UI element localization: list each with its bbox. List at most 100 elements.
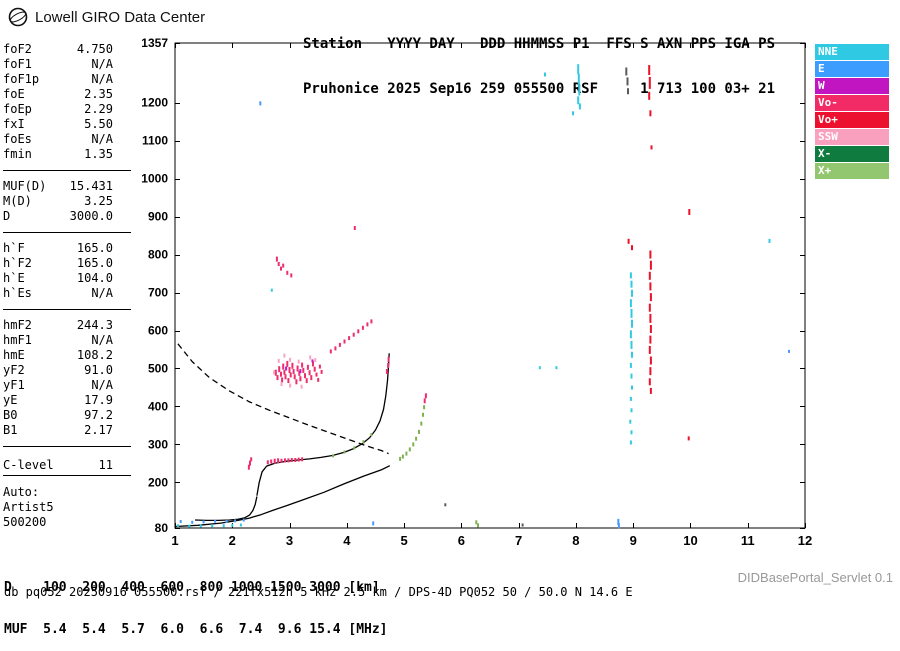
echo-point [687, 436, 690, 441]
echo-point [231, 523, 234, 527]
echo-point [259, 101, 262, 106]
echo-point [294, 458, 297, 462]
param-row-hes: h`Es N/A [3, 286, 131, 301]
y-tick-label: 400 [148, 399, 168, 413]
echo-point [306, 364, 309, 370]
param-row-fof2: foF2 4.750 [3, 42, 131, 57]
param-label: B0 [3, 408, 18, 422]
legend-item-ssw: SSW [815, 129, 889, 145]
legend-item-voplus: Vo+ [815, 112, 889, 128]
param-value: 15.431 [69, 179, 113, 193]
param-value: 165.0 [76, 256, 113, 270]
echo-point [191, 520, 194, 524]
echo-point [578, 85, 581, 96]
muf-row: MUF 5.4 5.4 5.7 6.0 6.6 7.4 9.6 15.4 [MH… [4, 622, 388, 637]
y-tick-label: 500 [148, 361, 168, 375]
param-row-hmf2: hmF2 244.3 [3, 318, 131, 333]
echo-point [387, 356, 390, 362]
param-group-4: C-level 11 [3, 446, 131, 476]
param-row-fmin: fmin 1.35 [3, 147, 131, 162]
param-row-b0: B0 97.2 [3, 408, 131, 423]
echo-point [277, 262, 280, 266]
echo-point [768, 238, 771, 243]
param-value: 3.25 [84, 194, 113, 208]
param-row-clevel: C-level 11 [3, 458, 131, 473]
param-label: fmin [3, 147, 32, 161]
echo-point [353, 446, 356, 450]
echo-point [239, 523, 242, 527]
echo-point [277, 358, 280, 363]
echo-point [630, 280, 633, 288]
y-tick-label: 600 [148, 324, 168, 338]
echo-point [631, 245, 633, 251]
series-unclassified [444, 67, 629, 527]
echo-point [290, 273, 293, 278]
echo-point [626, 77, 629, 86]
echo-point [295, 379, 298, 385]
echo-point [318, 364, 321, 369]
param-label: yE [3, 393, 18, 407]
echo-point [521, 523, 524, 527]
param-row-ye: yE 17.9 [3, 393, 131, 408]
param-row-fof1p: foF1p N/A [3, 72, 131, 87]
echo-point [199, 524, 202, 528]
y-tick-label: 1357 [141, 36, 168, 50]
echo-point [420, 421, 423, 426]
echo-point [234, 519, 237, 523]
param-label: h`Es [3, 286, 32, 300]
echo-point [649, 325, 652, 333]
echo-point [273, 458, 276, 464]
echo-point [283, 353, 286, 358]
param-label: foEp [3, 102, 32, 116]
legend-item-e: E [815, 61, 889, 77]
param-label: B1 [3, 423, 18, 437]
series-w [285, 359, 314, 374]
giro-logo-icon [8, 7, 28, 27]
series-e [179, 101, 790, 529]
y-tick-label: 900 [148, 210, 168, 224]
param-row-yf2: yF2 91.0 [3, 363, 131, 378]
echo-point [577, 64, 580, 75]
legend-item-xminus: X- [815, 146, 889, 162]
param-row-d: D 3000.0 [3, 209, 131, 224]
echo-point [242, 518, 245, 522]
echo-point [627, 238, 630, 244]
param-row-fof1: foF1 N/A [3, 57, 131, 72]
echo-point [649, 356, 652, 365]
echo-point [273, 370, 276, 375]
echo-point [308, 370, 311, 376]
echo-point [577, 73, 580, 86]
echo-point [387, 362, 390, 368]
param-label: h`F2 [3, 256, 32, 270]
param-label: D [3, 209, 11, 223]
series-nne [176, 64, 771, 528]
echo-point [688, 209, 691, 215]
echo-point [334, 346, 337, 351]
x-tick-label: 4 [343, 533, 351, 548]
echo-point [299, 369, 302, 374]
echo-point [648, 345, 651, 354]
param-row-fxi: fxI 5.50 [3, 117, 131, 132]
echo-point [405, 451, 408, 456]
param-row-b1: B1 2.17 [3, 423, 131, 438]
param-label: foEs [3, 132, 32, 146]
echo-point [650, 145, 653, 150]
param-row-yf1: yF1 N/A [3, 378, 131, 393]
echo-point [629, 272, 632, 279]
x-tick-label: 2 [229, 533, 236, 548]
echo-point [538, 366, 541, 370]
param-label: foF1 [3, 57, 32, 71]
echo-point [274, 369, 277, 376]
echo-point [572, 111, 574, 116]
echo-point [188, 524, 191, 528]
echo-point [423, 405, 426, 410]
echo-point [385, 369, 388, 374]
echo-point [284, 374, 287, 380]
echo-point [648, 76, 651, 89]
auto-line: 500200 [3, 515, 47, 529]
x-tick-label: 3 [286, 533, 293, 548]
echo-point [578, 103, 581, 110]
series-vo-plus [627, 65, 691, 441]
param-label: h`E [3, 271, 25, 285]
echo-point [577, 96, 580, 105]
